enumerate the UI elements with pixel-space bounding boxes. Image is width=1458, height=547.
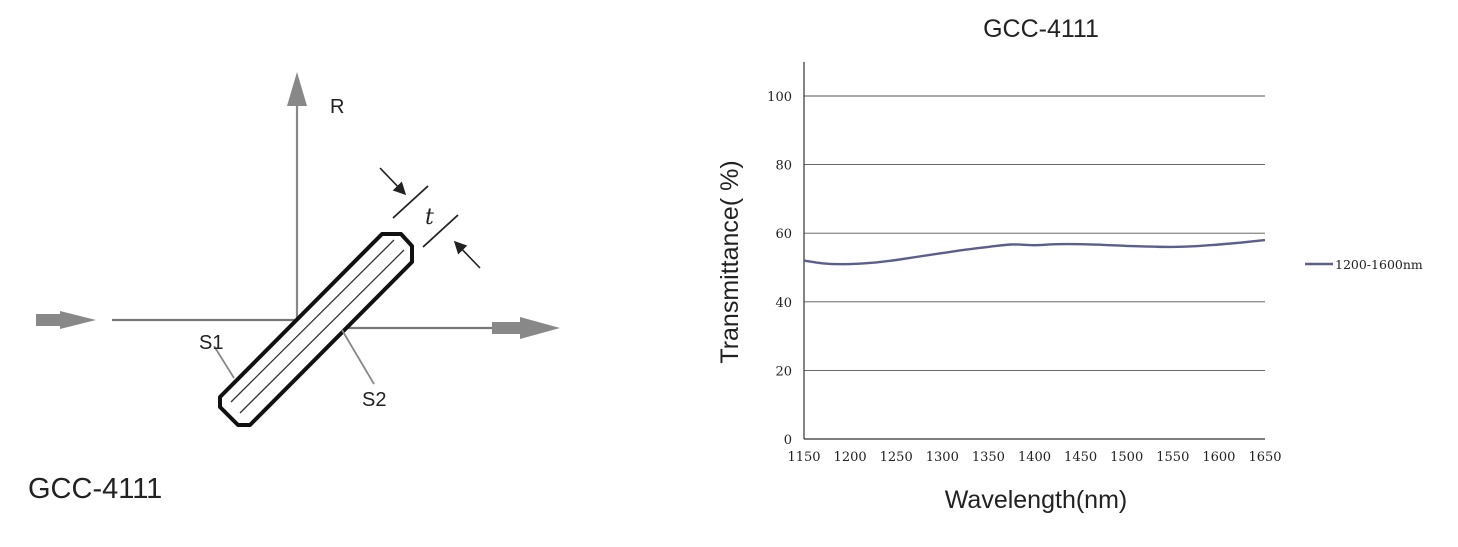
- surface1-label: S1: [199, 332, 223, 354]
- reflected-label: R: [330, 96, 344, 118]
- diagram-caption: GCC-4111: [28, 473, 162, 505]
- x-tick-label: 1550: [1156, 450, 1189, 465]
- series-line: [803, 238, 1266, 266]
- thickness-label: t: [425, 205, 434, 230]
- chart-title: GCC-4111: [983, 15, 1099, 43]
- x-tick-label: 1450: [1064, 450, 1097, 465]
- y-tick-label: 20: [775, 364, 792, 379]
- x-tick-label: 1200: [834, 450, 867, 465]
- x-tick-label: 1600: [1202, 450, 1235, 465]
- transmitted-arrow-icon: [492, 317, 560, 339]
- reflected-arrow-icon: [287, 72, 307, 106]
- y-axis-label: Transmittance( %): [716, 160, 744, 363]
- incident-arrow-icon: [36, 311, 96, 329]
- x-tick-label: 1250: [880, 450, 913, 465]
- x-axis-label: Wavelength(nm): [945, 486, 1127, 514]
- reflected-beam: [287, 72, 307, 320]
- x-tick-label: 1300: [926, 450, 959, 465]
- y-tick-label: 0: [784, 433, 792, 448]
- y-tick-label: 80: [775, 159, 792, 174]
- y-tick-label: 100: [767, 90, 792, 105]
- legend-label: 1200-1600nm: [1335, 257, 1423, 272]
- x-tick-label: 1150: [787, 450, 820, 465]
- incident-beam: [36, 311, 300, 329]
- x-tick-label: 1400: [1018, 450, 1051, 465]
- x-tick-label: 1350: [972, 450, 1005, 465]
- y-tick-label: 40: [775, 296, 792, 311]
- glass-plate: [218, 232, 414, 427]
- x-tick-label: 1500: [1110, 450, 1143, 465]
- y-tick-label: 60: [775, 227, 792, 242]
- s2-leader-line: [341, 329, 375, 385]
- surface2-label: S2: [362, 389, 386, 411]
- s1-leader-line: [213, 345, 235, 379]
- x-tick-label: 1650: [1248, 450, 1281, 465]
- thickness-indicator: t: [379, 167, 481, 269]
- beam-splitter-diagram: t R S1 S2 GCC-4111: [28, 72, 560, 505]
